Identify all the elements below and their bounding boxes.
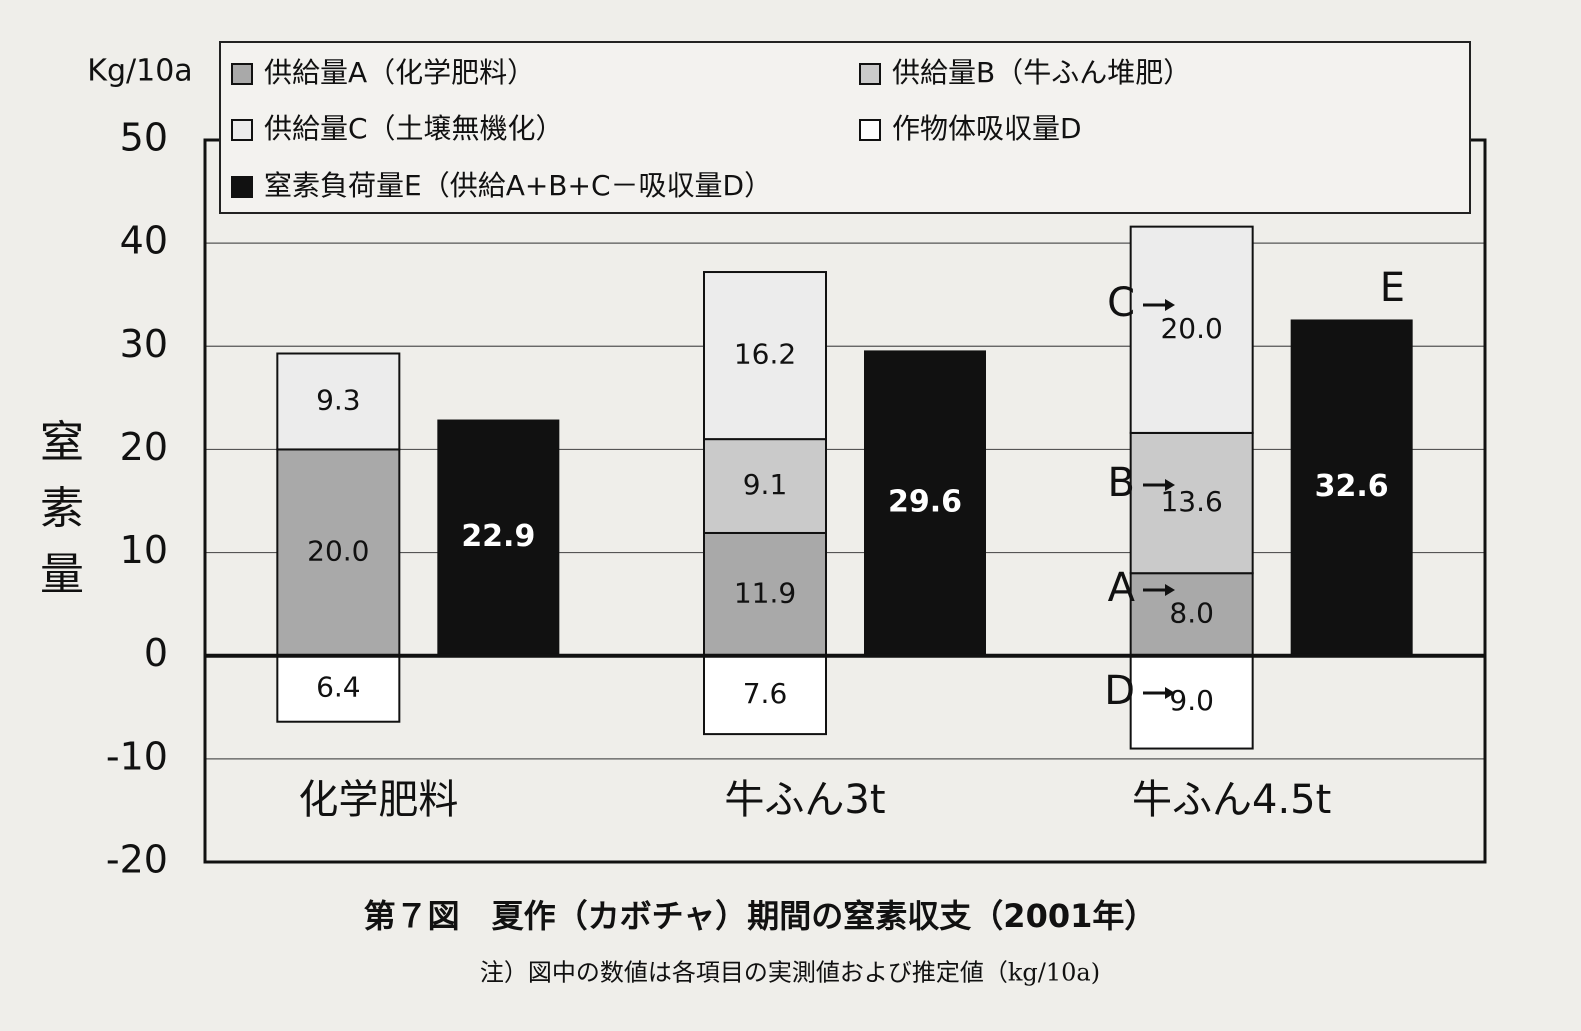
legend-marker bbox=[859, 63, 881, 85]
chart-note: 注）図中の数値は各項目の実測値および推定値（kg/10a) bbox=[480, 959, 1100, 987]
bar-segment bbox=[276, 654, 401, 723]
legend-marker bbox=[859, 119, 881, 141]
y-axis-label-char: 量 bbox=[40, 549, 84, 600]
legend-label: 窒素負荷量E（供給A+B+C－吸収量D） bbox=[264, 169, 772, 202]
value-label: 20.0 bbox=[1160, 312, 1222, 345]
legend-marker bbox=[231, 63, 253, 85]
value-label: 20.0 bbox=[307, 535, 369, 568]
annotation: D bbox=[1104, 668, 1135, 714]
bar-segment bbox=[1129, 225, 1254, 434]
value-label: 11.9 bbox=[734, 576, 796, 609]
legend-label: 供給量B（牛ふん堆肥） bbox=[892, 56, 1191, 89]
annotation: C bbox=[1107, 280, 1135, 326]
legend-box bbox=[219, 41, 1471, 214]
annotation: A bbox=[1108, 565, 1136, 611]
y-axis-label-char: 窒 bbox=[40, 417, 84, 468]
value-label: 16.2 bbox=[734, 338, 796, 371]
bar-segment bbox=[703, 271, 827, 441]
y-axis-label-char: 素 bbox=[40, 483, 84, 534]
y-tick-label: 30 bbox=[120, 322, 168, 366]
x-tick-label: 化学肥料 bbox=[298, 777, 458, 823]
bar-segment bbox=[1129, 431, 1254, 575]
value-label: 32.6 bbox=[1315, 469, 1389, 504]
bar bbox=[864, 350, 986, 656]
legend-marker bbox=[231, 176, 253, 198]
value-label: 29.6 bbox=[888, 485, 962, 520]
y-tick-label: 10 bbox=[120, 528, 168, 572]
y-tick-label: 20 bbox=[120, 425, 168, 469]
legend-label: 供給量A（化学肥料） bbox=[264, 56, 535, 89]
value-label: 22.9 bbox=[461, 519, 535, 554]
annotation: E bbox=[1380, 265, 1405, 311]
annotation: B bbox=[1108, 460, 1135, 506]
bar-segment bbox=[1129, 572, 1254, 657]
bar-segment bbox=[703, 654, 827, 736]
bar-segment bbox=[1129, 654, 1254, 750]
annotation-arrowhead bbox=[1165, 687, 1175, 699]
value-label: 13.6 bbox=[1160, 485, 1222, 518]
y-tick-label: 0 bbox=[144, 631, 168, 675]
x-tick-label: 牛ふん3t bbox=[724, 777, 885, 823]
value-label: 9.0 bbox=[1169, 684, 1214, 717]
bar-segment bbox=[276, 352, 401, 451]
annotation-arrowhead bbox=[1165, 299, 1175, 311]
y-tick-label: 50 bbox=[120, 116, 168, 160]
y-tick-label: 40 bbox=[120, 219, 168, 263]
annotation-arrowhead bbox=[1165, 479, 1175, 491]
y-unit: Kg/10a bbox=[87, 54, 192, 89]
legend-label: 供給量C（土壌無機化） bbox=[264, 112, 564, 145]
value-label: 6.4 bbox=[316, 671, 361, 704]
y-tick-label: -20 bbox=[106, 838, 168, 882]
value-label: 8.0 bbox=[1169, 596, 1214, 629]
bar bbox=[1290, 319, 1413, 656]
legend-label: 作物体吸収量D bbox=[892, 112, 1082, 145]
annotation-arrowhead bbox=[1165, 584, 1175, 596]
value-label: 7.6 bbox=[743, 677, 788, 710]
bar-segment bbox=[703, 438, 827, 534]
y-tick-label: -10 bbox=[106, 734, 168, 778]
value-label: 9.3 bbox=[316, 383, 361, 416]
legend-marker bbox=[231, 119, 253, 141]
chart-title: 第７図 夏作（カボチャ）期間の窒素収支（2001年） bbox=[364, 897, 1157, 935]
y-axis-label: 窒素量 bbox=[40, 417, 84, 600]
bar bbox=[437, 419, 560, 656]
bar-segment bbox=[276, 448, 401, 657]
bar-segment bbox=[703, 531, 827, 657]
value-label: 9.1 bbox=[743, 468, 788, 501]
x-tick-label: 牛ふん4.5t bbox=[1132, 777, 1331, 823]
